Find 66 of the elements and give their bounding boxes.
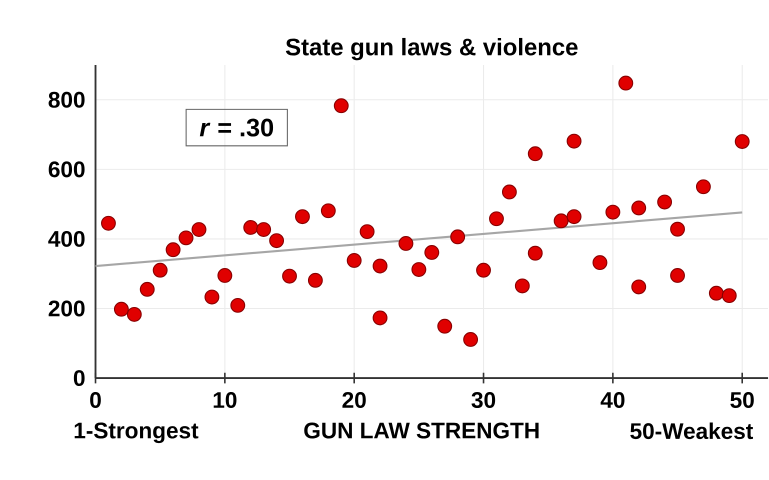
y-tick-label: 200 [48,300,85,317]
point [192,222,206,238]
point [114,302,129,317]
point [126,307,142,322]
point [360,224,375,240]
text: 50-Weakest [630,422,754,440]
point [140,282,155,298]
point [605,204,620,220]
point [566,209,582,224]
point [269,233,284,248]
point [308,273,323,288]
point [592,255,608,270]
point [463,332,478,348]
point [282,268,297,284]
point [450,230,466,244]
point [708,286,724,301]
point [514,278,530,294]
point [657,194,672,210]
x-tick-label: 50 [730,392,754,408]
point [152,263,168,278]
point [178,230,194,246]
annotation: r = .30 [200,118,274,137]
point [631,280,646,295]
x-axis-title: GUN LAW STRENGTH [304,422,539,439]
point [489,212,504,226]
point [722,288,737,304]
x-tick-label: 10 [214,392,236,408]
point [398,236,414,252]
point [411,262,426,278]
point [528,246,543,261]
point [734,134,750,150]
chart-title: State gun laws & violence [286,38,578,61]
y-tick-label: 800 [48,92,85,108]
y-tick-label: 600 [48,162,85,178]
point [437,319,452,334]
point [631,200,646,216]
point [334,98,349,114]
point [670,268,685,284]
point [554,214,569,228]
point [372,310,388,326]
point [618,76,634,91]
point [528,146,543,162]
point [346,253,362,268]
point [243,220,258,236]
point [295,209,310,224]
point [670,222,685,237]
y-tick-label: 400 [48,231,85,248]
x-tick-label: 30 [472,392,496,408]
point [372,258,388,274]
point [502,184,517,200]
point [166,242,181,258]
point [230,298,246,314]
point [696,180,711,194]
point [320,204,336,218]
point [101,216,116,231]
x-tick-label: 20 [342,392,366,408]
point [217,268,232,284]
point [256,222,272,238]
point [476,263,491,278]
point [566,134,582,149]
point [204,290,220,305]
x-tick-label: 40 [600,392,624,408]
x-tick-label: 0 [90,392,101,408]
y-tick-label: 0 [74,370,85,386]
text: 1-Strongest [74,422,198,444]
point [424,245,440,260]
